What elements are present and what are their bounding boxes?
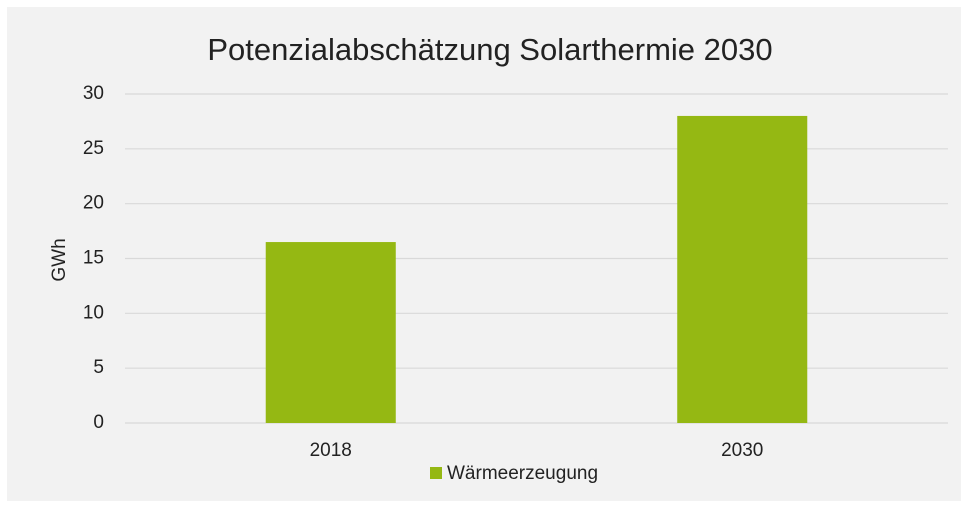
x-tick-label: 2030 (721, 440, 763, 461)
legend-label: Wärmeerzeugung (447, 463, 598, 484)
y-tick-label: 0 (93, 412, 104, 433)
x-tick-label: 2018 (310, 440, 352, 461)
bar (677, 115, 808, 423)
y-tick-label: 20 (83, 193, 104, 214)
y-tick-label: 10 (83, 302, 104, 323)
bar (265, 242, 396, 423)
legend-swatch (430, 467, 442, 479)
y-axis-label: GWh (49, 238, 70, 281)
y-tick-label: 25 (83, 138, 104, 159)
y-tick-label: 5 (93, 357, 104, 378)
chart-background (7, 7, 961, 501)
y-tick-label: 15 (83, 248, 104, 269)
y-tick-label: 30 (83, 83, 104, 104)
chart-title: Potenzialabschätzung Solarthermie 2030 (207, 32, 772, 67)
